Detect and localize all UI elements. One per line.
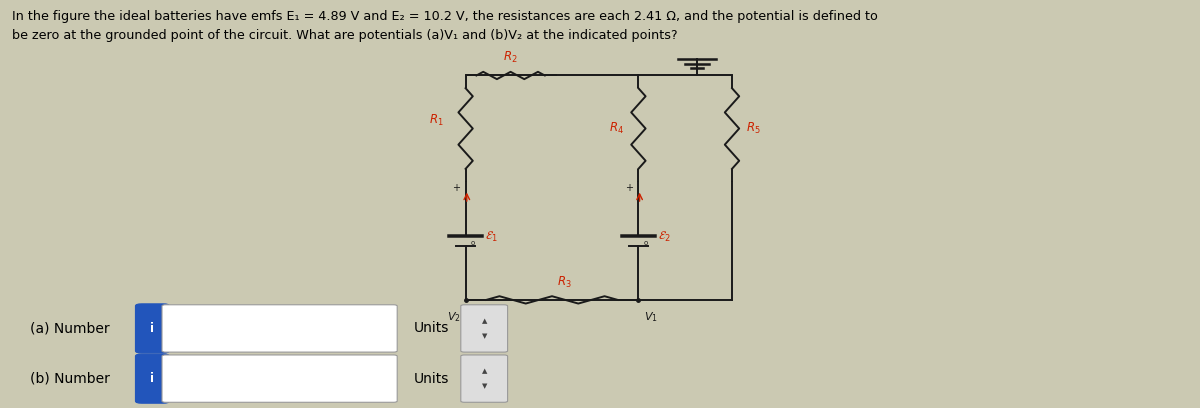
Text: i: i <box>150 322 155 335</box>
FancyBboxPatch shape <box>461 355 508 402</box>
Text: $R_1$: $R_1$ <box>430 113 444 128</box>
Text: ▼: ▼ <box>481 333 487 339</box>
Text: o: o <box>470 240 475 246</box>
Text: +: + <box>452 183 460 193</box>
Text: Units: Units <box>414 372 449 386</box>
FancyBboxPatch shape <box>136 304 169 353</box>
Text: $R_3$: $R_3$ <box>557 275 571 290</box>
Text: (b) Number: (b) Number <box>30 372 110 386</box>
Text: ▼: ▼ <box>481 383 487 389</box>
FancyBboxPatch shape <box>162 305 397 352</box>
Text: +: + <box>625 183 632 193</box>
Text: $\mathcal{E}_2$: $\mathcal{E}_2$ <box>658 230 671 244</box>
Text: $R_2$: $R_2$ <box>503 50 518 65</box>
Text: $V_1$: $V_1$ <box>644 310 659 324</box>
Text: In the figure the ideal batteries have emfs E₁ = 4.89 V and E₂ = 10.2 V, the res: In the figure the ideal batteries have e… <box>12 10 878 23</box>
Text: be zero at the grounded point of the circuit. What are potentials (a)V₁ and (b)V: be zero at the grounded point of the cir… <box>12 29 678 42</box>
FancyBboxPatch shape <box>136 354 169 403</box>
Text: o: o <box>643 240 648 246</box>
Text: (a) Number: (a) Number <box>30 322 109 335</box>
Text: $V_2$: $V_2$ <box>446 310 461 324</box>
FancyBboxPatch shape <box>461 305 508 352</box>
Text: $R_5$: $R_5$ <box>746 121 761 136</box>
Text: ▲: ▲ <box>481 368 487 374</box>
FancyBboxPatch shape <box>162 355 397 402</box>
Text: Units: Units <box>414 322 449 335</box>
Text: $R_4$: $R_4$ <box>610 121 624 136</box>
Text: ▲: ▲ <box>481 318 487 324</box>
Text: $\mathcal{E}_1$: $\mathcal{E}_1$ <box>485 230 498 244</box>
Text: i: i <box>150 372 155 385</box>
